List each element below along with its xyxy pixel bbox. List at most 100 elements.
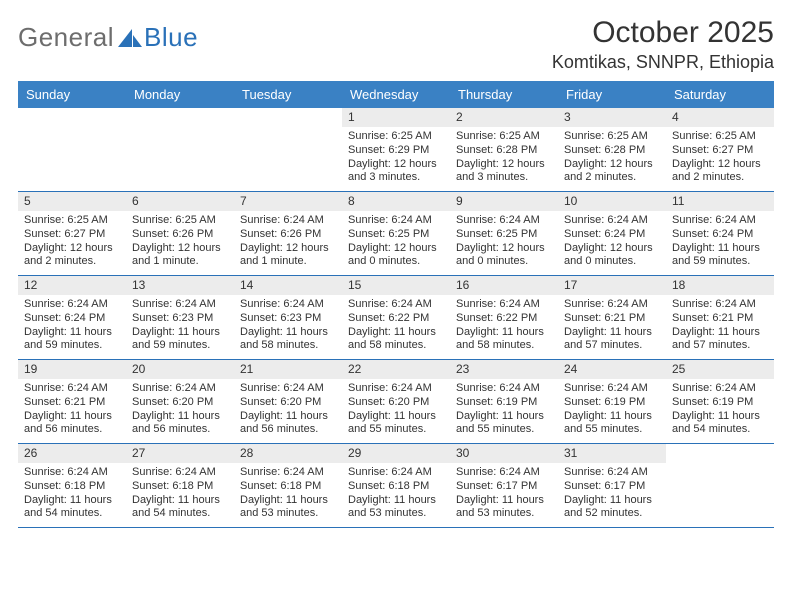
day-number: 11 — [666, 192, 774, 211]
calendar-cell — [18, 108, 126, 191]
day-number: 17 — [558, 276, 666, 295]
logo: General Blue — [18, 16, 198, 53]
sunset-text: Sunset: 6:25 PM — [456, 228, 552, 242]
weekday-header: Sunday — [18, 81, 126, 108]
logo-text-general: General — [18, 22, 114, 53]
top-bar: General Blue October 2025 Komtikas, SNNP… — [18, 16, 774, 73]
sunrise-text: Sunrise: 6:24 AM — [564, 298, 660, 312]
daylight-text: Daylight: 11 hours and 56 minutes. — [24, 410, 120, 438]
day-number: 20 — [126, 360, 234, 379]
sunset-text: Sunset: 6:27 PM — [24, 228, 120, 242]
daylight-text: Daylight: 11 hours and 54 minutes. — [132, 494, 228, 522]
daylight-text: Daylight: 11 hours and 53 minutes. — [240, 494, 336, 522]
daylight-text: Daylight: 12 hours and 0 minutes. — [348, 242, 444, 270]
calendar-week: 19Sunrise: 6:24 AMSunset: 6:21 PMDayligh… — [18, 360, 774, 444]
sunset-text: Sunset: 6:19 PM — [564, 396, 660, 410]
sunrise-text: Sunrise: 6:25 AM — [456, 130, 552, 144]
daylight-text: Daylight: 11 hours and 59 minutes. — [132, 326, 228, 354]
calendar-cell: 26Sunrise: 6:24 AMSunset: 6:18 PMDayligh… — [18, 444, 126, 527]
sunset-text: Sunset: 6:18 PM — [24, 480, 120, 494]
sunset-text: Sunset: 6:17 PM — [456, 480, 552, 494]
day-number: 14 — [234, 276, 342, 295]
day-number: 16 — [450, 276, 558, 295]
calendar-cell: 7Sunrise: 6:24 AMSunset: 6:26 PMDaylight… — [234, 192, 342, 275]
day-number: 9 — [450, 192, 558, 211]
calendar-cell: 3Sunrise: 6:25 AMSunset: 6:28 PMDaylight… — [558, 108, 666, 191]
weekday-header: Wednesday — [342, 81, 450, 108]
sunrise-text: Sunrise: 6:24 AM — [456, 382, 552, 396]
daylight-text: Daylight: 12 hours and 2 minutes. — [24, 242, 120, 270]
sunrise-text: Sunrise: 6:24 AM — [348, 214, 444, 228]
calendar-cell: 16Sunrise: 6:24 AMSunset: 6:22 PMDayligh… — [450, 276, 558, 359]
calendar-cell — [126, 108, 234, 191]
sunset-text: Sunset: 6:24 PM — [24, 312, 120, 326]
day-number: 1 — [342, 108, 450, 127]
calendar-cell: 15Sunrise: 6:24 AMSunset: 6:22 PMDayligh… — [342, 276, 450, 359]
calendar-cell: 13Sunrise: 6:24 AMSunset: 6:23 PMDayligh… — [126, 276, 234, 359]
daylight-text: Daylight: 12 hours and 2 minutes. — [564, 158, 660, 186]
calendar-cell: 5Sunrise: 6:25 AMSunset: 6:27 PMDaylight… — [18, 192, 126, 275]
daylight-text: Daylight: 11 hours and 58 minutes. — [456, 326, 552, 354]
day-number: 30 — [450, 444, 558, 463]
day-number: 5 — [18, 192, 126, 211]
calendar-cell: 22Sunrise: 6:24 AMSunset: 6:20 PMDayligh… — [342, 360, 450, 443]
calendar-cell: 12Sunrise: 6:24 AMSunset: 6:24 PMDayligh… — [18, 276, 126, 359]
daylight-text: Daylight: 11 hours and 55 minutes. — [348, 410, 444, 438]
sunset-text: Sunset: 6:18 PM — [348, 480, 444, 494]
daylight-text: Daylight: 11 hours and 57 minutes. — [672, 326, 768, 354]
calendar-cell: 30Sunrise: 6:24 AMSunset: 6:17 PMDayligh… — [450, 444, 558, 527]
daylight-text: Daylight: 11 hours and 58 minutes. — [348, 326, 444, 354]
calendar-grid: 1Sunrise: 6:25 AMSunset: 6:29 PMDaylight… — [18, 108, 774, 528]
sunrise-text: Sunrise: 6:25 AM — [132, 214, 228, 228]
sail-icon — [118, 29, 142, 47]
calendar-week: 1Sunrise: 6:25 AMSunset: 6:29 PMDaylight… — [18, 108, 774, 192]
sunrise-text: Sunrise: 6:24 AM — [348, 298, 444, 312]
day-number: 24 — [558, 360, 666, 379]
sunrise-text: Sunrise: 6:24 AM — [348, 382, 444, 396]
day-number: 6 — [126, 192, 234, 211]
sunrise-text: Sunrise: 6:24 AM — [348, 466, 444, 480]
weekday-header: Thursday — [450, 81, 558, 108]
sunrise-text: Sunrise: 6:25 AM — [564, 130, 660, 144]
calendar-week: 5Sunrise: 6:25 AMSunset: 6:27 PMDaylight… — [18, 192, 774, 276]
weekday-header-row: Sunday Monday Tuesday Wednesday Thursday… — [18, 81, 774, 108]
calendar-cell: 6Sunrise: 6:25 AMSunset: 6:26 PMDaylight… — [126, 192, 234, 275]
daylight-text: Daylight: 12 hours and 0 minutes. — [456, 242, 552, 270]
sunset-text: Sunset: 6:22 PM — [456, 312, 552, 326]
sunset-text: Sunset: 6:29 PM — [348, 144, 444, 158]
calendar-cell: 19Sunrise: 6:24 AMSunset: 6:21 PMDayligh… — [18, 360, 126, 443]
sunrise-text: Sunrise: 6:25 AM — [672, 130, 768, 144]
daylight-text: Daylight: 12 hours and 2 minutes. — [672, 158, 768, 186]
sunset-text: Sunset: 6:21 PM — [672, 312, 768, 326]
sunrise-text: Sunrise: 6:24 AM — [24, 298, 120, 312]
sunset-text: Sunset: 6:18 PM — [132, 480, 228, 494]
calendar-cell: 20Sunrise: 6:24 AMSunset: 6:20 PMDayligh… — [126, 360, 234, 443]
sunset-text: Sunset: 6:17 PM — [564, 480, 660, 494]
location-subtitle: Komtikas, SNNPR, Ethiopia — [552, 52, 774, 73]
calendar-cell: 24Sunrise: 6:24 AMSunset: 6:19 PMDayligh… — [558, 360, 666, 443]
day-number: 15 — [342, 276, 450, 295]
month-title: October 2025 — [552, 16, 774, 50]
daylight-text: Daylight: 12 hours and 3 minutes. — [348, 158, 444, 186]
day-number: 4 — [666, 108, 774, 127]
sunrise-text: Sunrise: 6:24 AM — [672, 382, 768, 396]
daylight-text: Daylight: 11 hours and 55 minutes. — [456, 410, 552, 438]
sunrise-text: Sunrise: 6:24 AM — [564, 214, 660, 228]
calendar-cell: 14Sunrise: 6:24 AMSunset: 6:23 PMDayligh… — [234, 276, 342, 359]
sunrise-text: Sunrise: 6:24 AM — [564, 466, 660, 480]
sunrise-text: Sunrise: 6:24 AM — [132, 466, 228, 480]
calendar-cell: 18Sunrise: 6:24 AMSunset: 6:21 PMDayligh… — [666, 276, 774, 359]
calendar-cell: 21Sunrise: 6:24 AMSunset: 6:20 PMDayligh… — [234, 360, 342, 443]
daylight-text: Daylight: 11 hours and 59 minutes. — [672, 242, 768, 270]
sunrise-text: Sunrise: 6:24 AM — [24, 382, 120, 396]
day-number: 21 — [234, 360, 342, 379]
sunrise-text: Sunrise: 6:24 AM — [240, 382, 336, 396]
sunrise-text: Sunrise: 6:24 AM — [672, 298, 768, 312]
daylight-text: Daylight: 11 hours and 56 minutes. — [240, 410, 336, 438]
daylight-text: Daylight: 11 hours and 54 minutes. — [24, 494, 120, 522]
daylight-text: Daylight: 11 hours and 52 minutes. — [564, 494, 660, 522]
sunrise-text: Sunrise: 6:24 AM — [672, 214, 768, 228]
calendar-cell: 25Sunrise: 6:24 AMSunset: 6:19 PMDayligh… — [666, 360, 774, 443]
daylight-text: Daylight: 12 hours and 1 minute. — [132, 242, 228, 270]
sunrise-text: Sunrise: 6:24 AM — [24, 466, 120, 480]
